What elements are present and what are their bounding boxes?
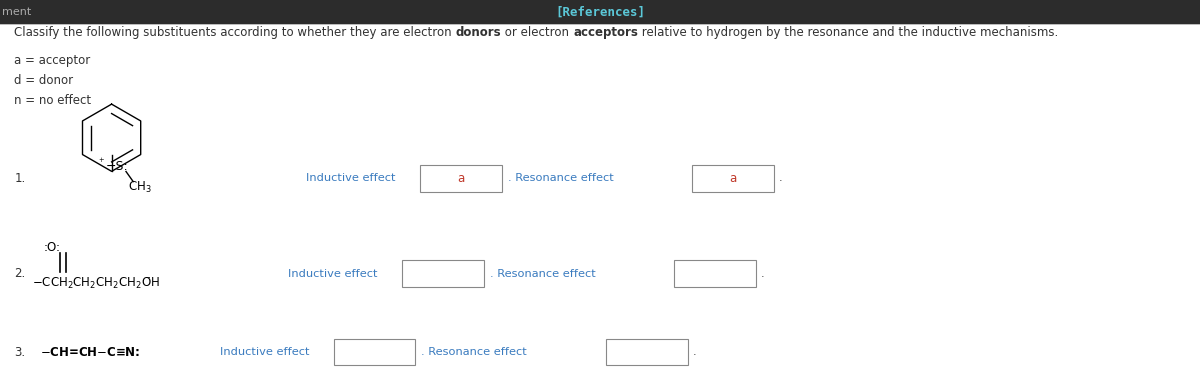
Text: a: a <box>730 172 737 185</box>
Bar <box>0 0 1200 24</box>
Text: 2.: 2. <box>14 267 25 280</box>
Bar <box>0 24 1200 25</box>
Text: Classify the following substituents according to whether they are electron: Classify the following substituents acco… <box>14 26 456 40</box>
Text: acceptors: acceptors <box>574 26 638 40</box>
Text: :O:: :O: <box>43 241 60 254</box>
Text: donors: donors <box>456 26 502 40</box>
Text: $^+$: $^+$ <box>97 157 106 167</box>
Text: [References]: [References] <box>554 5 646 19</box>
Text: 1.: 1. <box>14 172 25 185</box>
Text: $-$CCH$_2$CH$_2$CH$_2$CH$_2$ÖH: $-$CCH$_2$CH$_2$CH$_2$CH$_2$ÖH <box>32 276 161 291</box>
Text: a: a <box>457 172 464 185</box>
Bar <box>420 165 502 192</box>
Text: CH$_3$: CH$_3$ <box>128 180 152 194</box>
Text: .: . <box>692 347 696 357</box>
Text: Inductive effect: Inductive effect <box>306 173 396 184</box>
Text: a = acceptor: a = acceptor <box>14 54 91 67</box>
Text: or electron: or electron <box>502 26 574 40</box>
Text: −S:: −S: <box>106 160 128 173</box>
Text: relative to hydrogen by the resonance and the inductive mechanisms.: relative to hydrogen by the resonance an… <box>638 26 1058 40</box>
Bar <box>692 165 774 192</box>
Bar <box>674 260 756 287</box>
Text: .: . <box>761 268 764 279</box>
Text: n = no effect: n = no effect <box>14 94 91 107</box>
Bar <box>606 339 688 365</box>
Text: Inductive effect: Inductive effect <box>220 347 310 357</box>
Text: . Resonance effect: . Resonance effect <box>490 268 595 279</box>
Text: d = donor: d = donor <box>14 74 73 87</box>
Bar <box>334 339 415 365</box>
Text: $-$CH=CH$-$C≡N:: $-$CH=CH$-$C≡N: <box>40 346 140 359</box>
Text: ment: ment <box>2 7 31 17</box>
Text: . Resonance effect: . Resonance effect <box>421 347 527 357</box>
Text: Inductive effect: Inductive effect <box>288 268 378 279</box>
Text: . Resonance effect: . Resonance effect <box>508 173 613 184</box>
Text: .: . <box>779 173 782 184</box>
Bar <box>402 260 484 287</box>
Text: 3.: 3. <box>14 346 25 359</box>
